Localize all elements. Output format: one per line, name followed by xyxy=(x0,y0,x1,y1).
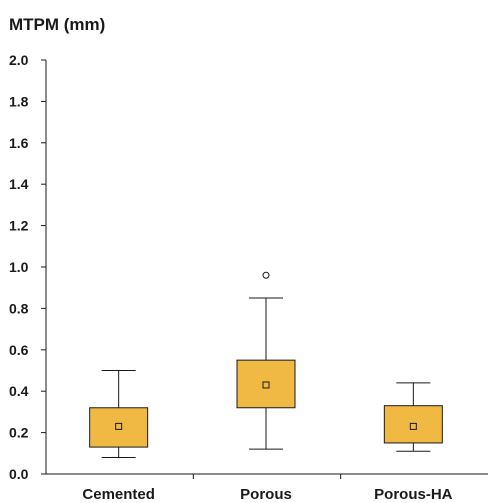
y-tick-label: 1.2 xyxy=(9,218,29,234)
x-category-label: Porous xyxy=(240,486,292,503)
outlier-point xyxy=(262,271,270,279)
y-axis-title: MTPM (mm) xyxy=(9,15,106,34)
iqr-box xyxy=(383,405,443,444)
x-category-label: Porous-HA xyxy=(374,486,453,503)
mean-marker xyxy=(262,381,270,389)
y-tick-label: 2.0 xyxy=(9,52,29,68)
box-porous-ha xyxy=(383,382,443,452)
box-cemented xyxy=(89,370,149,458)
mean-marker xyxy=(409,422,417,430)
y-tick-label: 0.2 xyxy=(9,425,29,441)
y-tick-label: 0.6 xyxy=(9,342,29,358)
y-tick-label: 1.0 xyxy=(9,259,29,275)
y-ticks: 0.0 0.2 0.4 0.6 0.8 1.0 1.2 1.4 1.6 1.8 2.0 xyxy=(9,52,46,482)
y-tick-label: 0.0 xyxy=(9,466,29,482)
boxes xyxy=(89,271,443,458)
mean-marker xyxy=(115,422,123,430)
y-tick-label: 0.8 xyxy=(9,300,29,316)
y-tick-label: 0.4 xyxy=(9,383,29,399)
box-porous xyxy=(236,271,296,450)
y-tick-label: 1.6 xyxy=(9,135,29,151)
y-tick-label: 1.4 xyxy=(9,176,29,192)
x-categories: Cemented Porous Porous-HA xyxy=(82,486,452,503)
x-category-label: Cemented xyxy=(82,486,155,503)
y-tick-label: 1.8 xyxy=(9,93,29,109)
